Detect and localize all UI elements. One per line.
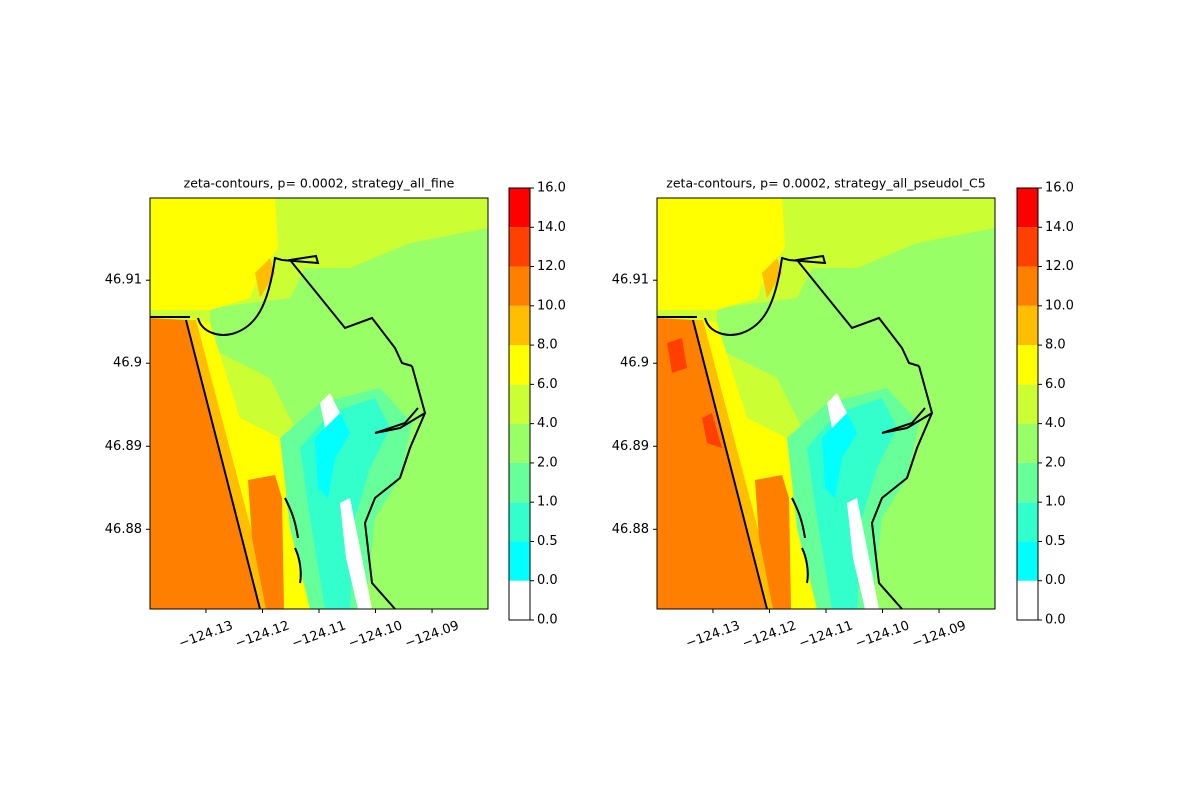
colorbar-tick-label: 0.5 [537, 534, 558, 549]
coastline [657, 254, 934, 610]
colorbar-swatch [509, 345, 530, 385]
x-tick-label: −124.10 [853, 618, 911, 651]
colorbar-tick-label: 12.0 [537, 259, 566, 274]
y-tick-label: 46.88 [612, 522, 649, 537]
colorbar-swatch [509, 384, 530, 424]
colorbar-swatch [509, 266, 530, 306]
x-tick-label: −124.09 [910, 618, 968, 651]
colorbar-swatch [1017, 227, 1038, 267]
contour-region [315, 413, 350, 498]
x-tick-label: −124.11 [290, 618, 348, 651]
contour-region [248, 475, 284, 609]
colorbar-tick-label: 4.0 [537, 416, 558, 431]
colorbar-swatch [509, 227, 530, 267]
colorbar-swatch [1017, 541, 1038, 581]
contour-region [320, 393, 340, 428]
colorbar-swatch [1017, 423, 1038, 463]
contour-region [693, 320, 779, 609]
colorbar-tick-label: 6.0 [1045, 377, 1066, 392]
x-tick-label: −124.12 [740, 618, 798, 651]
colorbar-swatch [509, 423, 530, 463]
colorbar-tick-label: 12.0 [1045, 259, 1074, 274]
contour-region [255, 258, 275, 298]
contour-region [847, 498, 879, 609]
y-tick-label: 46.91 [105, 273, 142, 288]
contour-region [657, 318, 767, 609]
colorbar-swatch [1017, 266, 1038, 306]
contour-region [657, 198, 785, 310]
contour-region [755, 475, 791, 609]
x-tick-label: −124.12 [233, 618, 291, 651]
colorbar-swatch [509, 541, 530, 581]
contour-region [762, 258, 782, 298]
chart-title: zeta-contours, p= 0.0002, strategy_all_p… [666, 176, 985, 191]
colorbar-tick-label: 16.0 [1045, 181, 1074, 196]
coastline [150, 254, 427, 610]
subplot: zeta-contours, p= 0.0002, strategy_all_f… [105, 176, 566, 652]
y-tick-label: 46.9 [620, 356, 649, 371]
colorbar-swatch [1017, 384, 1038, 424]
contour-region [340, 498, 372, 609]
colorbar-tick-label: 8.0 [537, 338, 558, 353]
contour-region [787, 198, 995, 268]
colorbar-swatch [509, 188, 530, 228]
colorbar-tick-label: 0.0 [537, 573, 558, 588]
colorbar-swatch [1017, 345, 1038, 385]
colorbar-swatch [509, 462, 530, 503]
colorbar-tick-label: 0.0 [1045, 573, 1066, 588]
colorbar-tick-label: 2.0 [537, 455, 558, 470]
colorbar-tick-label: 10.0 [1045, 298, 1074, 313]
x-tick-label: −124.13 [177, 618, 235, 651]
contour-region [667, 338, 687, 373]
colorbar-tick-label: 0.5 [1045, 534, 1066, 549]
x-tick-label: −124.13 [684, 618, 742, 651]
chart-title: zeta-contours, p= 0.0002, strategy_all_f… [184, 176, 455, 191]
subplot: zeta-contours, p= 0.0002, strategy_all_p… [612, 176, 1074, 652]
colorbar-tick-label: 10.0 [537, 298, 566, 313]
colorbar-swatch [1017, 188, 1038, 228]
colorbar-swatch [1017, 462, 1038, 503]
colorbar-tick-label: 0.0 [537, 613, 558, 628]
colorbar-tick-label: 14.0 [537, 220, 566, 235]
colorbar-tick-label: 14.0 [1045, 220, 1074, 235]
x-tick-label: −124.09 [403, 618, 461, 651]
contour-region [822, 413, 857, 498]
colorbar-swatch [1017, 580, 1038, 620]
contour-region [702, 413, 722, 448]
colorbar-tick-label: 1.0 [537, 495, 558, 510]
y-tick-label: 46.91 [612, 273, 649, 288]
contour-region [827, 393, 847, 428]
colorbar-swatch [1017, 305, 1038, 346]
x-tick-label: −124.11 [797, 618, 855, 651]
colorbar-tick-label: 2.0 [1045, 455, 1066, 470]
contour-region [186, 320, 272, 609]
contour-region [280, 198, 488, 268]
y-tick-label: 46.89 [105, 439, 142, 454]
colorbar-tick-label: 4.0 [1045, 416, 1066, 431]
colorbar-frame [508, 187, 531, 621]
colorbar-swatch [1017, 502, 1038, 542]
colorbar-tick-label: 16.0 [537, 181, 566, 196]
colorbar-tick-label: 1.0 [1045, 495, 1066, 510]
contour-region [150, 198, 278, 310]
colorbar-frame [1016, 187, 1039, 621]
colorbar-tick-label: 8.0 [1045, 338, 1066, 353]
colorbar-tick-label: 6.0 [537, 377, 558, 392]
colorbar-swatch [509, 305, 530, 346]
colorbar-swatch [509, 502, 530, 542]
x-tick-label: −124.10 [346, 618, 404, 651]
contour-region [150, 318, 260, 609]
y-tick-label: 46.89 [612, 439, 649, 454]
colorbar-swatch [509, 580, 530, 620]
y-tick-label: 46.88 [105, 522, 142, 537]
colorbar-tick-label: 0.0 [1045, 613, 1066, 628]
y-tick-label: 46.9 [113, 356, 142, 371]
